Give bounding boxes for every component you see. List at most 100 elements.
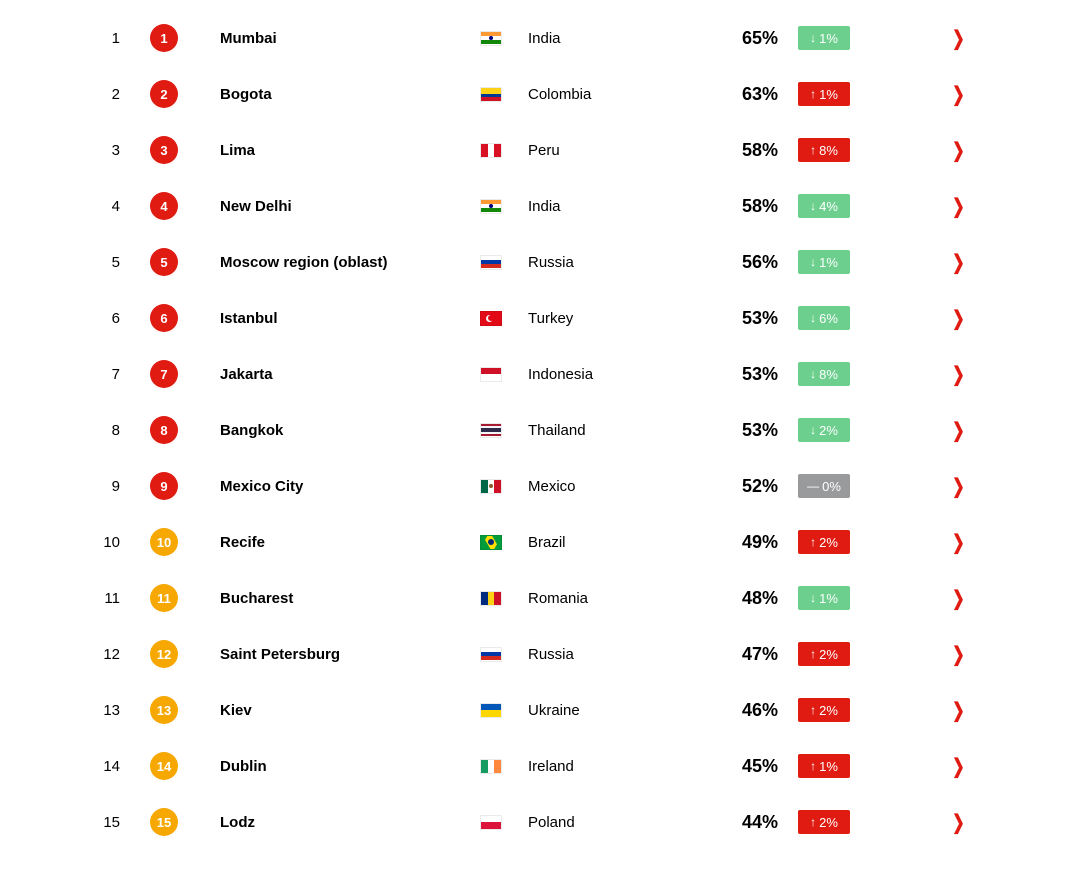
expand-button[interactable]: ❯ bbox=[918, 138, 998, 163]
rank-badge: 15 bbox=[150, 808, 178, 836]
expand-button[interactable]: ❯ bbox=[918, 586, 998, 611]
city-name: Saint Petersburg bbox=[220, 646, 480, 663]
flag-cell bbox=[480, 479, 518, 494]
congestion-percent: 63% bbox=[698, 84, 798, 105]
chevron-right-icon: ❯ bbox=[952, 754, 965, 779]
rank-number: 2 bbox=[0, 86, 150, 103]
arrow-down-icon: ↓ bbox=[810, 256, 816, 268]
expand-button[interactable]: ❯ bbox=[918, 194, 998, 219]
delta-badge: ↑2% bbox=[798, 642, 850, 666]
congestion-percent: 52% bbox=[698, 476, 798, 497]
delta-value: 8% bbox=[819, 367, 838, 382]
delta-badge: —0% bbox=[798, 474, 850, 498]
expand-button[interactable]: ❯ bbox=[918, 810, 998, 835]
chevron-right-icon: ❯ bbox=[952, 362, 965, 387]
flag-icon bbox=[480, 479, 502, 494]
city-name: Bangkok bbox=[220, 422, 480, 439]
chevron-right-icon: ❯ bbox=[952, 418, 965, 443]
rank-badge: 12 bbox=[150, 640, 178, 668]
table-row[interactable]: 44New DelhiIndia58%↓4%❯ bbox=[0, 178, 1084, 234]
congestion-percent: 58% bbox=[698, 140, 798, 161]
delta-badge: ↑2% bbox=[798, 698, 850, 722]
flag-icon bbox=[480, 87, 502, 102]
table-row[interactable]: 1515LodzPoland44%↑2%❯ bbox=[0, 794, 1084, 850]
delta-badge: ↑2% bbox=[798, 530, 850, 554]
rank-badge-cell: 6 bbox=[150, 304, 220, 332]
rank-badge: 11 bbox=[150, 584, 178, 612]
rank-badge-cell: 11 bbox=[150, 584, 220, 612]
table-row[interactable]: 1313KievUkraine46%↑2%❯ bbox=[0, 682, 1084, 738]
country-name: Peru bbox=[518, 142, 698, 159]
table-row[interactable]: 22BogotaColombia63%↑1%❯ bbox=[0, 66, 1084, 122]
delta-cell: ↓1% bbox=[798, 26, 918, 50]
arrow-down-icon: ↓ bbox=[810, 592, 816, 604]
rank-badge-cell: 1 bbox=[150, 24, 220, 52]
rank-number: 3 bbox=[0, 142, 150, 159]
arrow-down-icon: ↓ bbox=[810, 312, 816, 324]
country-name: Russia bbox=[518, 646, 698, 663]
expand-button[interactable]: ❯ bbox=[918, 698, 998, 723]
expand-button[interactable]: ❯ bbox=[918, 754, 998, 779]
expand-button[interactable]: ❯ bbox=[918, 474, 998, 499]
delta-cell: ↓6% bbox=[798, 306, 918, 330]
expand-button[interactable]: ❯ bbox=[918, 250, 998, 275]
table-row[interactable]: 1111BucharestRomania48%↓1%❯ bbox=[0, 570, 1084, 626]
delta-value: 8% bbox=[819, 143, 838, 158]
rank-badge-cell: 15 bbox=[150, 808, 220, 836]
rank-badge: 6 bbox=[150, 304, 178, 332]
congestion-percent: 48% bbox=[698, 588, 798, 609]
table-row[interactable]: 1414DublinIreland45%↑1%❯ bbox=[0, 738, 1084, 794]
table-row[interactable]: 33LimaPeru58%↑8%❯ bbox=[0, 122, 1084, 178]
table-row[interactable]: 55Moscow region (oblast)Russia56%↓1%❯ bbox=[0, 234, 1084, 290]
expand-button[interactable]: ❯ bbox=[918, 26, 998, 51]
arrow-down-icon: ↓ bbox=[810, 368, 816, 380]
country-name: Indonesia bbox=[518, 366, 698, 383]
delta-cell: ↑8% bbox=[798, 138, 918, 162]
expand-button[interactable]: ❯ bbox=[918, 642, 998, 667]
flag-cell bbox=[480, 31, 518, 46]
congestion-percent: 58% bbox=[698, 196, 798, 217]
table-row[interactable]: 99Mexico CityMexico52%—0%❯ bbox=[0, 458, 1084, 514]
delta-badge: ↑8% bbox=[798, 138, 850, 162]
congestion-percent: 45% bbox=[698, 756, 798, 777]
rank-number: 14 bbox=[0, 758, 150, 775]
rank-badge-cell: 8 bbox=[150, 416, 220, 444]
delta-value: 1% bbox=[819, 591, 838, 606]
table-row[interactable]: 11MumbaiIndia65%↓1%❯ bbox=[0, 10, 1084, 66]
expand-button[interactable]: ❯ bbox=[918, 530, 998, 555]
table-row[interactable]: 77JakartaIndonesia53%↓8%❯ bbox=[0, 346, 1084, 402]
delta-value: 0% bbox=[822, 479, 841, 494]
country-name: India bbox=[518, 198, 698, 215]
table-row[interactable]: 88BangkokThailand53%↓2%❯ bbox=[0, 402, 1084, 458]
flag-cell bbox=[480, 143, 518, 158]
flag-icon bbox=[480, 367, 502, 382]
rank-badge: 3 bbox=[150, 136, 178, 164]
delta-value: 1% bbox=[819, 759, 838, 774]
delta-cell: ↓2% bbox=[798, 418, 918, 442]
chevron-right-icon: ❯ bbox=[952, 586, 965, 611]
city-name: Moscow region (oblast) bbox=[220, 254, 480, 271]
table-row[interactable]: 66IstanbulTurkey53%↓6%❯ bbox=[0, 290, 1084, 346]
expand-button[interactable]: ❯ bbox=[918, 362, 998, 387]
chevron-right-icon: ❯ bbox=[952, 194, 965, 219]
expand-button[interactable]: ❯ bbox=[918, 306, 998, 331]
delta-value: 2% bbox=[819, 423, 838, 438]
rank-number: 1 bbox=[0, 30, 150, 47]
congestion-percent: 47% bbox=[698, 644, 798, 665]
flag-icon bbox=[480, 143, 502, 158]
delta-value: 1% bbox=[819, 31, 838, 46]
rank-badge-cell: 3 bbox=[150, 136, 220, 164]
flag-icon bbox=[480, 31, 502, 46]
arrow-up-icon: ↑ bbox=[810, 88, 816, 100]
flag-cell bbox=[480, 87, 518, 102]
country-name: Ukraine bbox=[518, 702, 698, 719]
arrow-up-icon: ↑ bbox=[810, 760, 816, 772]
table-row[interactable]: 1010RecifeBrazil49%↑2%❯ bbox=[0, 514, 1084, 570]
expand-button[interactable]: ❯ bbox=[918, 418, 998, 443]
expand-button[interactable]: ❯ bbox=[918, 82, 998, 107]
delta-cell: ↓8% bbox=[798, 362, 918, 386]
rank-number: 10 bbox=[0, 534, 150, 551]
rank-badge-cell: 7 bbox=[150, 360, 220, 388]
table-row[interactable]: 1212Saint PetersburgRussia47%↑2%❯ bbox=[0, 626, 1084, 682]
arrow-down-icon: ↓ bbox=[810, 32, 816, 44]
